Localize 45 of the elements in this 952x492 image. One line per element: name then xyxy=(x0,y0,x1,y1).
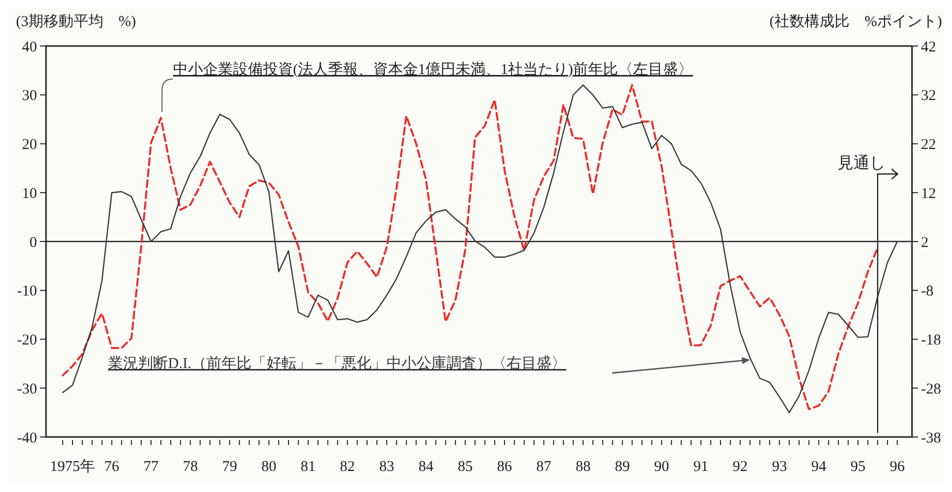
x-tick-label: 1975年 xyxy=(50,458,96,475)
x-tick-label: 79 xyxy=(222,459,238,475)
y-tick-label: 40 xyxy=(22,39,37,56)
y-tick-label: -10 xyxy=(17,284,37,300)
y2-tick-label: 22 xyxy=(921,137,936,153)
y2-axis-title: (社数構成比 %ポイント) xyxy=(770,13,942,30)
x-tick-label: 82 xyxy=(340,459,355,475)
x-tick-label: 94 xyxy=(811,459,827,475)
x-tick-label: 83 xyxy=(379,459,394,475)
x-tick-label: 76 xyxy=(104,459,120,475)
x-tick-label: 77 xyxy=(144,459,160,475)
x-tick-label: 85 xyxy=(458,459,473,475)
x-tick-label: 80 xyxy=(261,459,276,475)
x-tick-label: 96 xyxy=(890,459,906,475)
x-tick-label: 91 xyxy=(693,459,708,475)
y-tick-label: 20 xyxy=(22,137,37,153)
x-tick-label: 81 xyxy=(300,459,316,475)
x-tick-label: 87 xyxy=(536,459,552,475)
y-tick-label: -20 xyxy=(17,332,37,348)
y-tick-label: -30 xyxy=(17,381,37,398)
y2-tick-label: 42 xyxy=(921,39,936,56)
x-tick-label: 95 xyxy=(850,459,866,475)
x-tick-label: 89 xyxy=(614,459,630,475)
text: 中小企業設備投資(法人季報、資本金1億円未満、1社当たり)前年比〈左目盛〉 xyxy=(173,61,693,78)
y2-tick-label: -28 xyxy=(921,381,941,398)
y-tick-label: -40 xyxy=(17,430,37,446)
x-tick-label: 93 xyxy=(772,459,787,475)
x-tick-label: 78 xyxy=(182,459,198,475)
x-tick-label: 92 xyxy=(732,459,748,475)
y-tick-label: 10 xyxy=(22,186,37,202)
x-tick-label: 88 xyxy=(576,459,591,475)
x-tick-label: 90 xyxy=(654,459,670,475)
x-tick-label: 86 xyxy=(497,459,513,475)
y2-tick-label: 32 xyxy=(921,88,936,104)
y-tick-label: 0 xyxy=(30,234,37,251)
y2-tick-label: -8 xyxy=(921,284,934,300)
series-label: 業況判断D.I.（前年比「好転」－「悪化」中小公庫調査）〈右目盛〉 xyxy=(108,355,566,372)
y-tick-label: 30 xyxy=(22,88,37,104)
x-tick-label: 84 xyxy=(418,459,434,475)
y2-tick-label: -18 xyxy=(921,332,941,348)
y-axis-title: (3期移動平均 %) xyxy=(16,13,136,30)
y2-tick-label: 12 xyxy=(921,186,936,202)
y2-tick-label: 2 xyxy=(921,234,928,251)
annotation: 見通し xyxy=(838,154,886,172)
y2-tick-label: -38 xyxy=(921,430,941,446)
